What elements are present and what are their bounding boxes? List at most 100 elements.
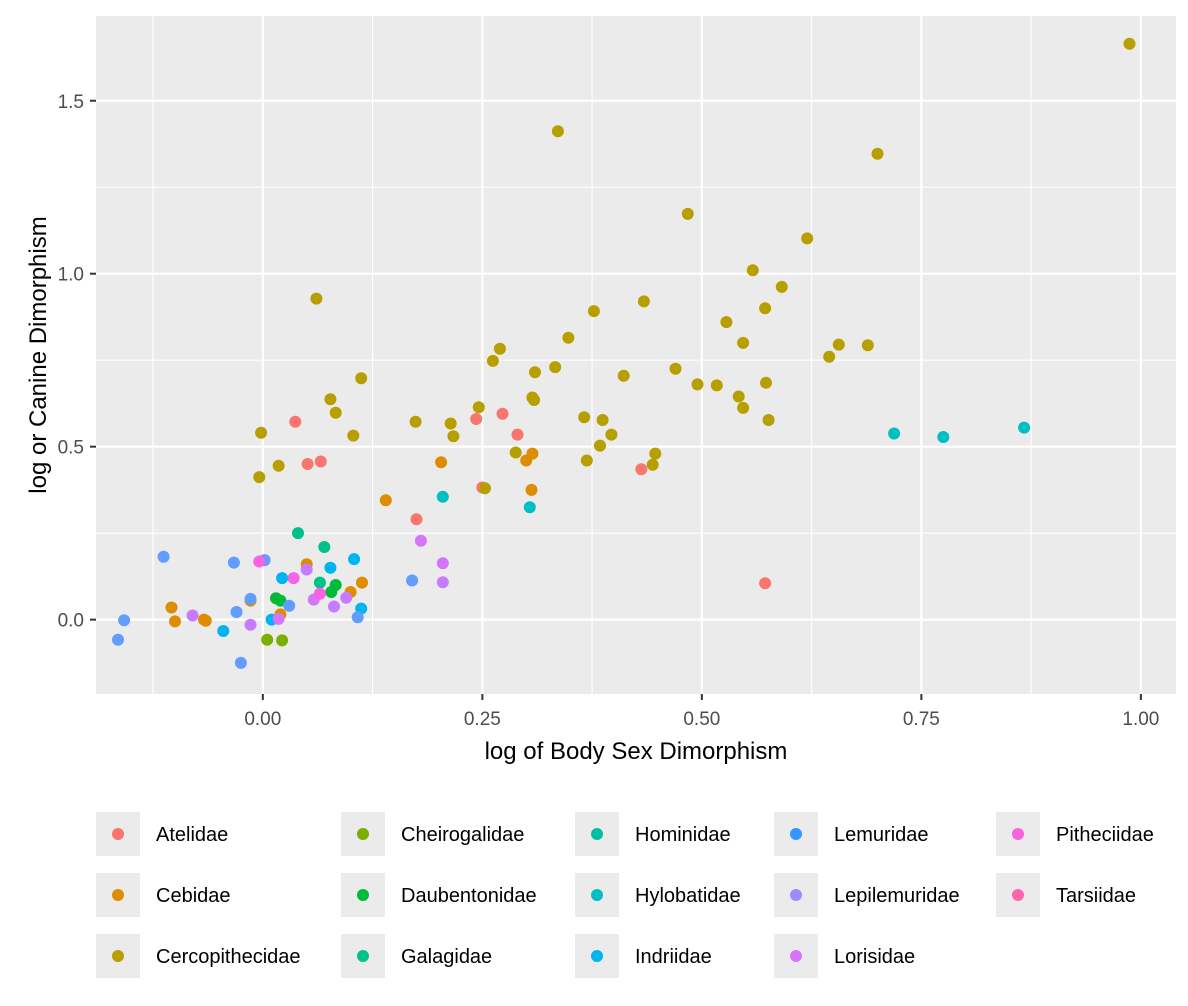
legend-marker-indriidae [591, 950, 603, 962]
x-tick-label: 0.50 [683, 709, 720, 730]
legend-label-lorisidae: Lorisidae [834, 946, 915, 968]
legend-label-lemuridae: Lemuridae [834, 824, 929, 846]
x-axis-title: log of Body Sex Dimorphism [485, 738, 788, 765]
point-hominidae [436, 490, 449, 503]
y-axis-ticks: 0.0 0.5 1.0 1.5 [58, 92, 96, 632]
y-tick-label: 1.0 [58, 265, 84, 286]
point-pitheciidae [313, 587, 326, 600]
point-cercopithecidae [832, 338, 845, 351]
x-axis-ticks: 0.00 0.25 0.50 0.75 1.00 [244, 694, 1159, 730]
point-lemuridae [287, 572, 300, 585]
legend-marker-hominidae [591, 828, 603, 840]
legend-marker-lorisidae [790, 950, 802, 962]
legend-marker-cercopithecidae [112, 950, 124, 962]
point-lepilemuridae [340, 591, 353, 604]
point-cercopithecidae [479, 482, 491, 495]
point-cercopithecidae [329, 406, 342, 419]
point-lepilemuridae [186, 609, 199, 622]
x-tick-label: 1.00 [1122, 709, 1159, 730]
point-cercopithecidae [255, 426, 268, 439]
point-cebidae [356, 576, 368, 589]
point-cercopithecidae [646, 458, 659, 471]
point-cercopithecidae [710, 379, 723, 392]
point-cercopithecidae [310, 292, 323, 305]
point-lepilemuridae [244, 618, 257, 631]
point-cercopithecidae [732, 390, 745, 403]
point-cercopithecidae [529, 366, 541, 379]
point-indriidae [234, 656, 247, 669]
point-atelidae [511, 428, 524, 441]
point-lepilemuridae [436, 576, 449, 589]
y-tick-label: 0.5 [58, 438, 84, 459]
point-cercopithecidae [737, 401, 750, 414]
point-cercopithecidae [355, 372, 368, 385]
point-indriidae [351, 611, 364, 624]
legend-label-pitheciidae: Pitheciidae [1056, 824, 1154, 846]
legend-marker-pitheciidae [1012, 828, 1024, 840]
point-cercopithecidae [637, 295, 650, 308]
point-daubentonidae [329, 579, 342, 591]
point-cercopithecidae [1123, 37, 1136, 50]
point-cebidae [435, 456, 448, 469]
point-cercopithecidae [253, 471, 266, 484]
point-cercopithecidae [823, 350, 836, 363]
point-cercopithecidae [594, 439, 606, 452]
point-hylobatidae [324, 561, 337, 574]
point-cercopithecidae [272, 459, 285, 472]
legend-marker-atelidae [112, 828, 124, 840]
y-tick-label: 0.0 [58, 611, 84, 632]
point-cercopithecidae [580, 454, 593, 467]
legend-label-daubentonidae: Daubentonidae [401, 885, 537, 907]
legend-label-lepilemuridae: Lepilemuridae [834, 885, 960, 907]
point-cercopithecidae [528, 394, 541, 406]
point-cercopithecidae [605, 428, 618, 441]
point-indriidae [244, 592, 257, 605]
point-hylobatidae [348, 553, 361, 566]
legend-marker-lepilemuridae [790, 889, 802, 901]
point-atelidae [635, 463, 648, 476]
point-indriidae [283, 599, 296, 612]
point-cercopithecidae [486, 354, 499, 367]
point-cercopithecidae [649, 447, 662, 460]
point-atelidae [759, 577, 772, 590]
point-cebidae [526, 447, 539, 460]
point-atelidae [496, 407, 509, 420]
point-cercopithecidae [587, 305, 600, 318]
legend-marker-daubentonidae [357, 889, 369, 901]
point-cercopithecidae [737, 336, 750, 349]
legend-marker-lemuridae [790, 828, 802, 840]
point-atelidae [470, 413, 483, 425]
point-lorisidae [436, 557, 449, 570]
legend-label-cebidae: Cebidae [156, 885, 231, 907]
point-cebidae [169, 615, 181, 628]
point-cebidae [525, 483, 538, 496]
point-cebidae [165, 601, 178, 614]
legend-label-galagidae: Galagidae [401, 946, 492, 968]
point-cercopithecidae [409, 415, 422, 428]
point-cercopithecidae [691, 378, 704, 391]
point-galagidae [318, 541, 331, 553]
point-cercopithecidae [578, 411, 591, 424]
point-hylobatidae [276, 572, 289, 585]
point-cercopithecidae [801, 232, 814, 245]
point-cheirogalidae [261, 633, 274, 646]
point-cebidae [199, 614, 212, 627]
point-cercopithecidae [444, 417, 457, 430]
point-cercopithecidae [324, 393, 337, 406]
point-cercopithecidae [746, 264, 759, 277]
point-cercopithecidae [447, 430, 460, 443]
legend-marker-cebidae [112, 889, 124, 901]
point-cheirogalidae [276, 634, 289, 647]
legend: Atelidae Cebidae Cercopithecidae Cheirogali… [96, 812, 1154, 978]
point-cercopithecidae [509, 446, 522, 459]
point-cercopithecidae [617, 369, 630, 382]
x-tick-label: 0.00 [244, 709, 281, 730]
point-hominidae [1018, 421, 1031, 434]
point-cercopithecidae [762, 414, 775, 426]
x-tick-label: 0.75 [903, 709, 940, 730]
plot-panel [96, 16, 1176, 694]
point-cercopithecidae [549, 361, 562, 374]
point-atelidae [301, 458, 314, 470]
point-indriidae [227, 556, 240, 569]
